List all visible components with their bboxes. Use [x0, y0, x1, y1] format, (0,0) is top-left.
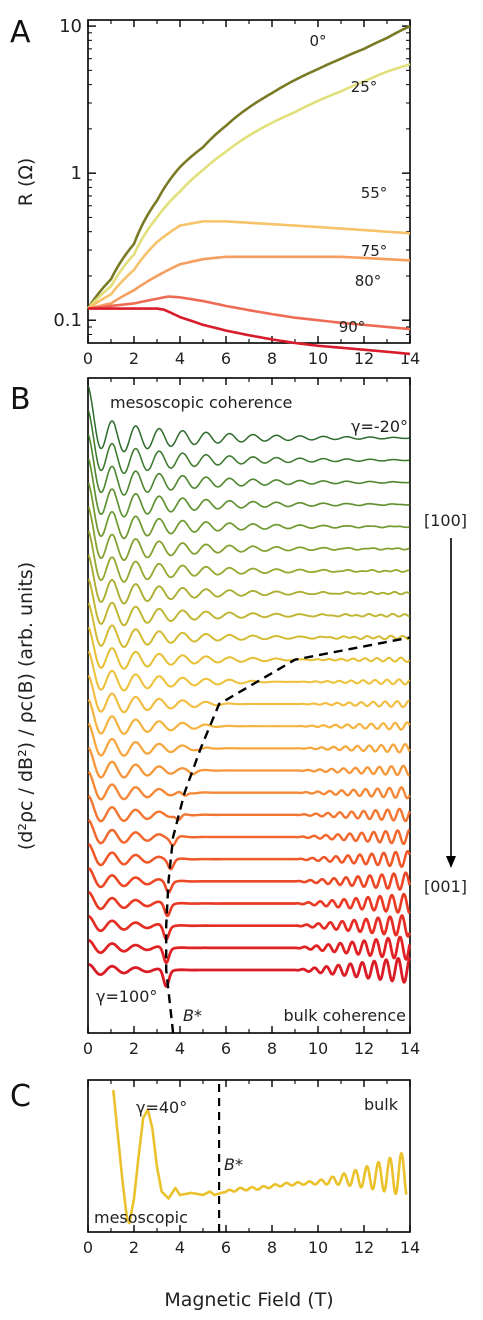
b-trace-gamma--10 — [87, 434, 410, 496]
b-trace-gamma--15 — [87, 410, 410, 475]
a-series-80deg — [87, 295, 411, 331]
c-xtick-label-14: 14 — [400, 1238, 420, 1257]
a-xtick-label-2: 2 — [129, 349, 139, 368]
b-trace-gamma-60 — [87, 771, 411, 801]
c-trace-gamma-40 — [112, 1089, 408, 1225]
b-trace-gamma-20 — [87, 578, 410, 627]
b-trace-gamma-15 — [87, 554, 410, 605]
a-series-label: 75° — [361, 242, 388, 260]
panel-label-c: C — [10, 1079, 31, 1114]
c-xtick-label-10: 10 — [308, 1238, 328, 1257]
c-xtick-label-2: 2 — [129, 1238, 139, 1257]
a-series-0deg — [86, 24, 411, 310]
a-xtick-label-12: 12 — [354, 349, 374, 368]
a-xtick-label-6: 6 — [221, 349, 231, 368]
c-annotation-gamma: γ=40° — [136, 1098, 187, 1117]
c-xtick-label-0: 0 — [83, 1238, 93, 1257]
a-series-label: 80° — [355, 272, 382, 290]
b-trace-gamma-50 — [87, 723, 411, 757]
a-y-axis-label: R (Ω) — [15, 158, 37, 207]
b-trace-gamma-25 — [87, 602, 410, 649]
c-xtick-label-6: 6 — [221, 1238, 231, 1257]
a-series-label: 25° — [351, 78, 378, 96]
a-xtick-label-0: 0 — [83, 349, 93, 368]
b-direction-001: [001] — [424, 877, 467, 896]
b-trace-gamma-100 — [87, 957, 411, 988]
b-axes-frame — [87, 377, 411, 1034]
panel-label-a: A — [10, 15, 31, 50]
b-trace-gamma-70 — [87, 819, 411, 847]
c-annotation-mesoscopic: mesoscopic — [94, 1208, 188, 1227]
a-xtick-label-8: 8 — [267, 349, 277, 368]
a-xtick-label-10: 10 — [308, 349, 328, 368]
a-series-55deg — [87, 220, 411, 310]
b-xtick-label-0: 0 — [83, 1039, 93, 1058]
b-xtick-label-10: 10 — [308, 1039, 328, 1058]
b-trace-gamma-0 — [87, 482, 410, 540]
b-direction-arrow-head — [446, 856, 456, 868]
b-xtick-label-2: 2 — [129, 1039, 139, 1058]
a-series-label: 55° — [361, 184, 388, 202]
b-xtick-label-14: 14 — [400, 1039, 420, 1058]
panel-a-resistance-chart: 0 2 4 6 8 10 12 14 0.1 1 10 R (Ω) 0° 25° 55° 75° 80° 90° — [15, 16, 420, 368]
a-ytick-label: 0.1 — [53, 310, 82, 331]
b-xtick-label-8: 8 — [267, 1039, 277, 1058]
b-trace-gamma-30 — [87, 626, 411, 670]
b-direction-100: [100] — [424, 511, 467, 530]
a-axes-frame — [87, 19, 411, 344]
c-annotation-bstar: B* — [224, 1155, 243, 1174]
b-trace-gamma-65 — [87, 795, 411, 823]
b-annotation-gamma-start: γ=-20° — [351, 417, 408, 436]
b-trace-gamma--5 — [87, 458, 410, 518]
c-x-axis-label: Magnetic Field (T) — [164, 1289, 333, 1311]
b-trace-gamma-85 — [87, 890, 411, 918]
b-annotation-mesoscopic-coherence: mesoscopic coherence — [110, 393, 292, 412]
a-series-label: 0° — [309, 32, 326, 50]
b-annotation-bulk-coherence: bulk coherence — [283, 1006, 406, 1025]
b-trace-gamma-80 — [87, 867, 411, 894]
b-xtick-label-4: 4 — [175, 1039, 185, 1058]
a-xtick-label-14: 14 — [400, 349, 420, 368]
b-annotation-gamma-end: γ=100° — [96, 987, 157, 1006]
panel-c-gamma-40-chart: 0 2 4 6 8 10 12 14 γ=40° bulk mesoscopic B* Magnetic… — [83, 1079, 420, 1311]
b-bstar-dashed-curve — [165, 636, 411, 1034]
panel-b-second-derivative-chart: 0 2 4 6 8 10 12 14 (d²ρc / dB²) / ρc(B) (arb. un… — [15, 377, 467, 1058]
b-xtick-label-6: 6 — [221, 1039, 231, 1058]
a-series-25deg — [87, 63, 411, 310]
a-ytick-label: 10 — [59, 16, 82, 37]
b-trace-gamma-35 — [87, 650, 411, 692]
a-series-label: 90° — [339, 318, 366, 336]
b-trace-gamma-75 — [87, 843, 411, 871]
b-annotation-bstar: B* — [183, 1006, 202, 1025]
a-series-75deg — [87, 255, 411, 310]
b-trace-gamma-95 — [88, 935, 411, 965]
a-series-90deg — [88, 307, 411, 356]
b-xtick-label-12: 12 — [354, 1039, 374, 1058]
c-xtick-label-12: 12 — [354, 1238, 374, 1257]
a-xtick-label-4: 4 — [175, 349, 185, 368]
c-annotation-bulk: bulk — [364, 1095, 399, 1114]
b-trace-gamma-55 — [87, 747, 411, 779]
b-trace-gamma-40 — [87, 675, 410, 714]
b-trace-gamma-5 — [87, 506, 410, 562]
c-xtick-label-4: 4 — [175, 1238, 185, 1257]
b-trace-gamma--20 — [87, 386, 410, 453]
panel-label-b: B — [10, 382, 31, 417]
b-trace-gamma-90 — [88, 914, 411, 941]
b-y-axis-label: (d²ρc / dB²) / ρc(B) (arb. units) — [15, 562, 37, 850]
b-trace-gamma-10 — [87, 530, 410, 583]
a-ytick-label: 1 — [71, 163, 82, 184]
c-xtick-label-8: 8 — [267, 1238, 277, 1257]
b-trace-gamma-45 — [87, 699, 411, 736]
